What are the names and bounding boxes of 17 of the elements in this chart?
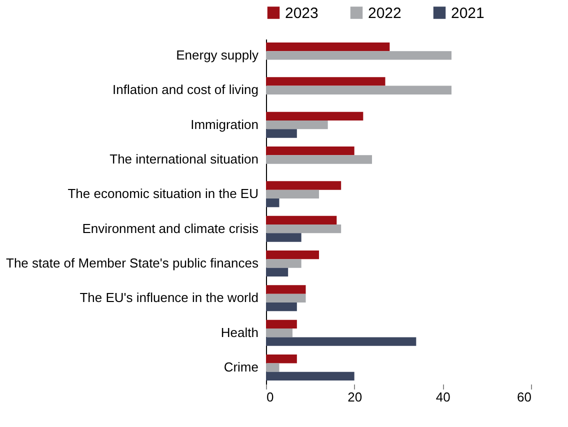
y-tick-label: The international situation [110, 151, 258, 166]
y-tick-label: Health [220, 324, 258, 340]
y-tick-label: The EU's influence in the world [80, 290, 258, 306]
x-tick-label: 20 [348, 390, 362, 404]
y-tick-label: Environment and climate crisis [82, 220, 259, 236]
y-tick-label: Energy supply [176, 47, 259, 62]
x-tick-label: 60 [517, 390, 532, 404]
y-tick-label: Inflation and cost of living [112, 82, 258, 98]
y-tick-label: Crime [224, 360, 258, 375]
y-tick-label: Immigration [190, 116, 258, 132]
y-tick-label: The economic situation in the EU [68, 186, 258, 202]
legend-label: 2023 [285, 4, 318, 22]
legend-label: 2021 [451, 4, 484, 22]
x-tick-label: 40 [436, 390, 450, 404]
x-tick-label: 0 [266, 390, 274, 404]
y-tick-label: The state of Member State's public finances [6, 256, 259, 271]
legend-label: 2022 [368, 4, 402, 22]
